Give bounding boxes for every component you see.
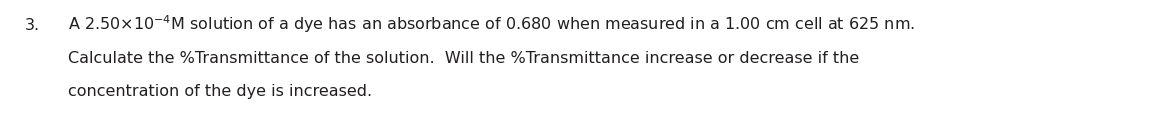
Text: Calculate the %Transmittance of the solution.  Will the %Transmittance increase : Calculate the %Transmittance of the solu… bbox=[68, 51, 859, 66]
Text: concentration of the dye is increased.: concentration of the dye is increased. bbox=[68, 84, 372, 99]
Text: 3.: 3. bbox=[24, 18, 40, 33]
Text: A 2.50$\times$10$^{-4}$M solution of a dye has an absorbance of 0.680 when measu: A 2.50$\times$10$^{-4}$M solution of a d… bbox=[68, 13, 915, 35]
